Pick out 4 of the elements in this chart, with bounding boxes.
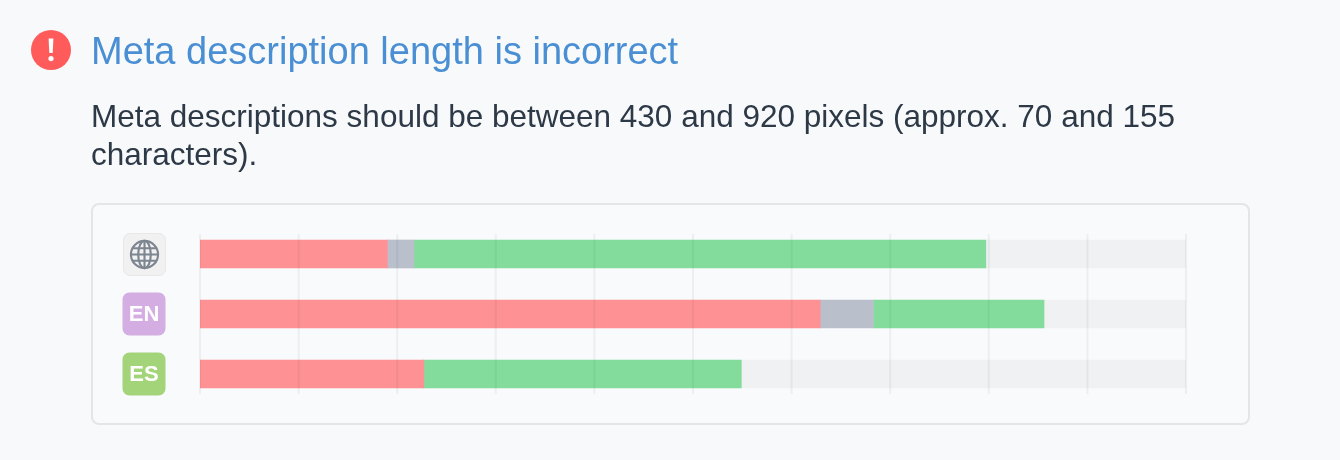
chart-title: Meta description length is incorrect [91, 29, 679, 73]
chart-subtitle: Meta descriptions should be between 430 and 920 pixels (approx. 70 and 155 characters). [91, 97, 1176, 173]
y-tick-label: EN [128, 301, 160, 327]
y-tick-label: ES [129, 361, 159, 387]
